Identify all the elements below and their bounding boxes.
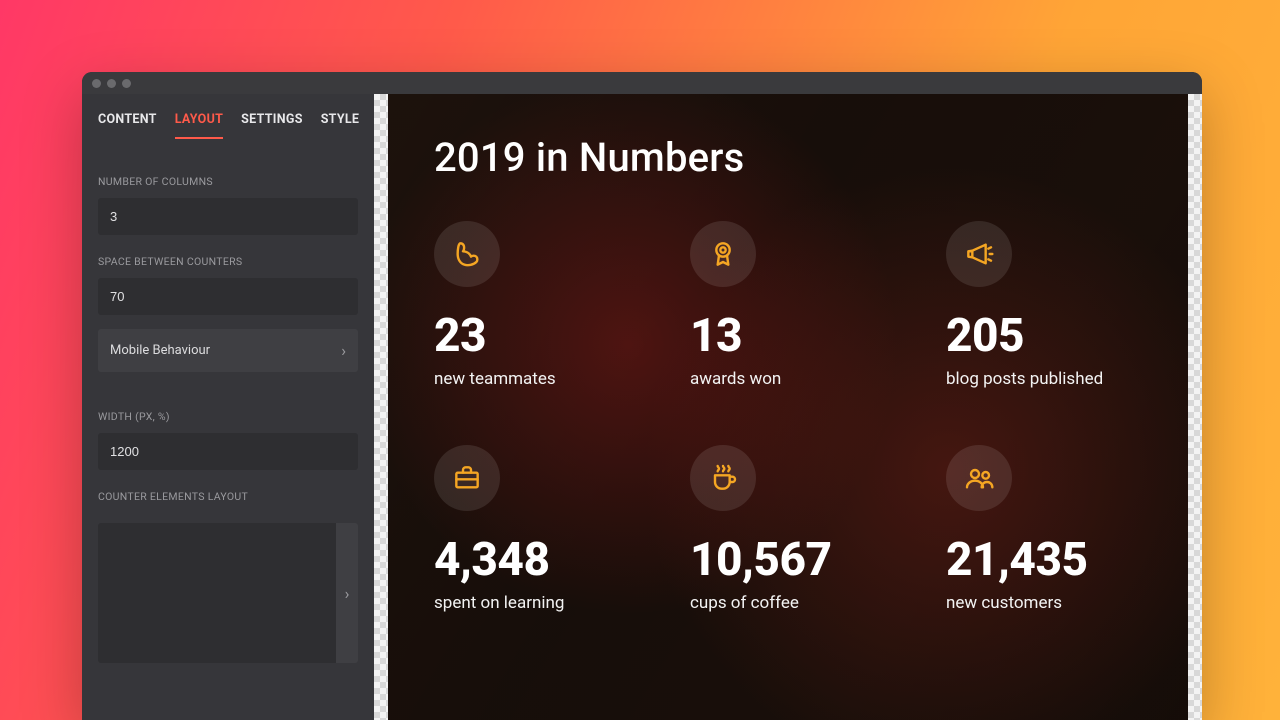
tab-layout[interactable]: LAYOUT	[175, 112, 223, 139]
muscle-icon	[434, 221, 500, 287]
award-icon	[690, 221, 756, 287]
mobile-behaviour-row[interactable]: Mobile Behaviour ›	[98, 329, 358, 372]
space-label: SPACE BETWEEN COUNTERS	[98, 255, 358, 268]
counter-value: 23	[434, 313, 630, 359]
counter-item: 13 awards won	[690, 221, 886, 389]
elements-layout-canvas[interactable]	[98, 523, 336, 663]
counter-caption: cups of coffee	[690, 593, 886, 613]
preview-canvas: 2019 in Numbers 23 new teammates 13	[388, 94, 1188, 720]
counter-caption: blog posts published	[946, 369, 1142, 389]
tab-style[interactable]: STYLE	[321, 112, 360, 139]
settings-tabs: CONTENT LAYOUT SETTINGS STYLE	[98, 112, 358, 139]
counters-grid: 23 new teammates 13 awards won	[434, 221, 1142, 613]
counter-item: 10,567 cups of coffee	[690, 445, 886, 613]
width-input[interactable]	[98, 433, 358, 470]
columns-input[interactable]	[98, 198, 358, 235]
mobile-behaviour-label: Mobile Behaviour	[110, 343, 210, 358]
app-body: CONTENT LAYOUT SETTINGS STYLE NUMBER OF …	[82, 94, 1202, 720]
coffee-icon	[690, 445, 756, 511]
preview-title: 2019 in Numbers	[434, 134, 1142, 181]
traffic-light-max[interactable]	[122, 79, 131, 88]
width-label: WIDTH (PX, %)	[98, 410, 358, 423]
elements-layout-box: ›	[98, 523, 358, 663]
briefcase-icon	[434, 445, 500, 511]
counter-value: 10,567	[690, 537, 886, 583]
settings-sidebar: CONTENT LAYOUT SETTINGS STYLE NUMBER OF …	[82, 94, 374, 720]
counter-caption: new customers	[946, 593, 1142, 613]
counter-value: 21,435	[946, 537, 1142, 583]
space-input[interactable]	[98, 278, 358, 315]
app-window: CONTENT LAYOUT SETTINGS STYLE NUMBER OF …	[82, 72, 1202, 720]
counter-item: 4,348 spent on learning	[434, 445, 630, 613]
chevron-right-icon: ›	[345, 584, 350, 603]
counter-item: 21,435 new customers	[946, 445, 1142, 613]
counter-value: 4,348	[434, 537, 630, 583]
traffic-light-close[interactable]	[92, 79, 101, 88]
counter-caption: new teammates	[434, 369, 630, 389]
window-titlebar	[82, 72, 1202, 94]
preview-pane: 2019 in Numbers 23 new teammates 13	[374, 94, 1202, 720]
canvas-gutter-right	[1188, 94, 1202, 720]
canvas-gutter-left	[374, 94, 388, 720]
counter-item: 23 new teammates	[434, 221, 630, 389]
traffic-light-min[interactable]	[107, 79, 116, 88]
megaphone-icon	[946, 221, 1012, 287]
columns-label: NUMBER OF COLUMNS	[98, 175, 358, 188]
counter-value: 13	[690, 313, 886, 359]
elements-layout-expand[interactable]: ›	[336, 523, 358, 663]
users-icon	[946, 445, 1012, 511]
elements-layout-label: COUNTER ELEMENTS LAYOUT	[98, 490, 358, 503]
counter-value: 205	[946, 313, 1142, 359]
counter-item: 205 blog posts published	[946, 221, 1142, 389]
tab-settings[interactable]: SETTINGS	[241, 112, 303, 139]
counter-caption: awards won	[690, 369, 886, 389]
counter-caption: spent on learning	[434, 593, 630, 613]
tab-content[interactable]: CONTENT	[98, 112, 157, 139]
chevron-right-icon: ›	[341, 341, 346, 360]
